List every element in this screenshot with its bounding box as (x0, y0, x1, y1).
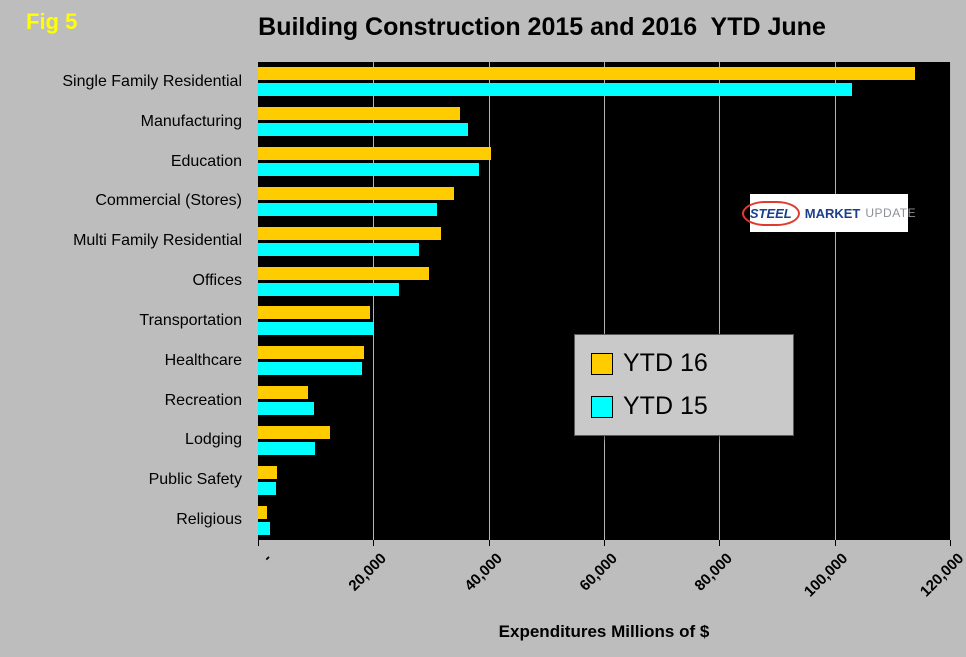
plot-area: STEEL MARKET UPDATE YTD 16 YTD 15 (258, 62, 951, 540)
bar-ytd-16 (258, 346, 365, 360)
x-tick-mark (834, 540, 836, 546)
chart-title: Building Construction 2015 and 2016 YTD … (258, 13, 826, 41)
bar-ytd-16 (258, 67, 916, 81)
legend: YTD 16 YTD 15 (574, 334, 794, 436)
bar-ytd-15 (258, 481, 276, 495)
category-label: Multi Family Residential (73, 232, 242, 250)
bar-ytd-15 (258, 202, 437, 216)
gridline (373, 62, 375, 540)
category-label: Recreation (164, 391, 242, 409)
category-label: Transportation (139, 311, 242, 329)
category-label: Manufacturing (140, 112, 242, 130)
bar-ytd-16 (258, 147, 491, 161)
y-axis-labels: Single Family Residential Manufacturing Ed… (0, 62, 250, 540)
gridline (950, 62, 951, 540)
bar-row (258, 261, 950, 301)
legend-item: YTD 16 (591, 349, 777, 378)
bar-ytd-15 (258, 83, 852, 97)
bar-ytd-15 (258, 242, 420, 256)
x-tick-mark (950, 540, 951, 546)
x-tick-label: - (259, 550, 276, 566)
gridline (834, 62, 836, 540)
x-tick-label: 100,000 (801, 550, 852, 601)
x-tick-mark (604, 540, 605, 546)
x-tick-mark (488, 540, 490, 546)
bar-row (258, 420, 950, 460)
bar-row (258, 181, 950, 221)
bars-container (258, 62, 950, 540)
category-label: Education (170, 152, 242, 170)
bar-ytd-15 (258, 402, 314, 416)
bar-row (258, 500, 950, 540)
x-tick-label: 80,000 (691, 550, 737, 595)
bar-row (258, 301, 950, 341)
x-tick-label: 60,000 (576, 550, 622, 595)
legend-label: YTD 15 (623, 392, 708, 420)
bar-ytd-16 (258, 465, 278, 479)
bar-row (258, 62, 950, 102)
bar-ytd-16 (258, 306, 371, 320)
bar-ytd-16 (258, 266, 430, 280)
bar-ytd-15 (258, 163, 480, 177)
category-label: Healthcare (164, 351, 242, 369)
legend-label: YTD 16 (623, 349, 708, 377)
logo-market-text: MARKET (804, 205, 861, 221)
logo-update-text: UPDATE (865, 206, 917, 220)
bar-row (258, 341, 950, 381)
bar-ytd-15 (258, 123, 469, 137)
bar-row (258, 381, 950, 421)
bar-row (258, 460, 950, 500)
x-tick-mark (373, 540, 375, 546)
steel-market-update-logo: STEEL MARKET UPDATE (741, 194, 916, 232)
bar-row (258, 102, 950, 142)
gridline (604, 62, 605, 540)
bar-ytd-16 (258, 226, 442, 240)
x-axis: - 20,000 40,000 60,000 80,000 100,000 120,000 (258, 540, 966, 610)
bar-ytd-16 (258, 425, 331, 439)
bar-ytd-15 (258, 441, 315, 455)
category-label: Religious (176, 511, 242, 529)
legend-swatch (591, 395, 613, 418)
x-tick-mark (719, 540, 721, 546)
bar-ytd-15 (258, 362, 362, 376)
bar-row (258, 221, 950, 261)
gridline (488, 62, 490, 540)
bar-ytd-15 (258, 322, 375, 336)
bar-row (258, 142, 950, 182)
bar-ytd-16 (258, 186, 455, 200)
category-label: Lodging (185, 431, 242, 449)
category-label: Public Safety (148, 471, 242, 489)
bar-ytd-16 (258, 107, 460, 121)
x-tick-label: 20,000 (345, 550, 391, 595)
bar-ytd-15 (258, 282, 400, 296)
bar-ytd-16 (258, 386, 309, 400)
legend-item: YTD 15 (591, 392, 777, 421)
category-label: Single Family Residential (62, 72, 242, 90)
category-label: Offices (192, 272, 243, 290)
x-tick-label: 120,000 (916, 550, 966, 601)
x-axis-title: Expenditures Millions of $ (498, 622, 710, 641)
logo-steel-text: STEEL (741, 200, 800, 226)
x-tick-label: 40,000 (461, 550, 506, 595)
figure-label: Fig 5 (26, 9, 78, 34)
bar-ytd-15 (258, 521, 271, 535)
legend-swatch (591, 352, 613, 375)
x-tick-mark (258, 540, 259, 546)
gridline (719, 62, 721, 540)
category-label: Commercial (Stores) (95, 192, 242, 210)
bar-ytd-16 (258, 505, 268, 519)
